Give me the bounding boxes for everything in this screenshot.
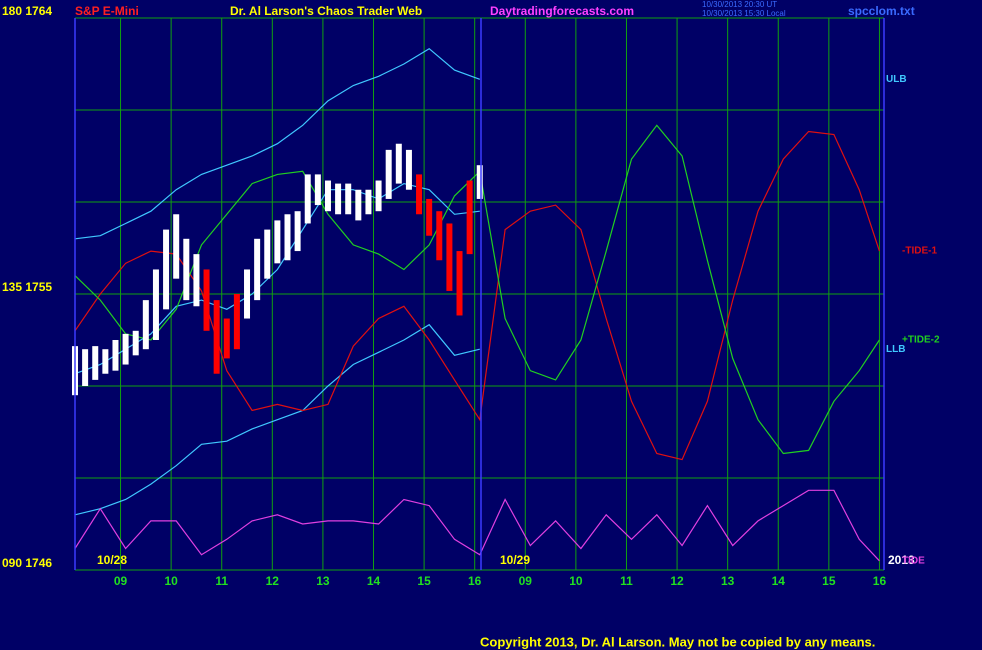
price-bar [152, 269, 159, 340]
date-label: 10/29 [500, 553, 530, 567]
series-label: -TIDE-1 [902, 246, 937, 257]
x-tick-label: 15 [417, 574, 431, 588]
x-tick-label: 10 [569, 574, 583, 588]
filename: spcclom.txt [848, 4, 915, 18]
x-tick-label: 11 [620, 574, 633, 588]
price-bar [314, 174, 321, 206]
price-bar [264, 229, 271, 279]
price-bar [456, 251, 463, 316]
year-label: 2013 [888, 553, 915, 567]
price-bar [385, 149, 392, 199]
instrument: S&P E-Mini [75, 4, 139, 18]
series-label: ULB [886, 74, 907, 85]
price-bar [213, 300, 220, 374]
timestamp: 10/30/2013 20:30 UT [702, 0, 777, 9]
price-bar [405, 149, 412, 190]
price-bar [345, 183, 352, 215]
price-bar [365, 189, 372, 215]
x-tick-label: 10 [164, 574, 178, 588]
x-tick-label: 15 [822, 574, 836, 588]
price-bar [173, 214, 180, 279]
price-bar [92, 346, 99, 380]
price-bar [122, 333, 129, 365]
series-label: +TIDE-2 [902, 335, 940, 346]
timestamp: 10/30/2013 15:30 Local [702, 9, 786, 18]
plot-area [72, 17, 884, 571]
chart-title: Dr. Al Larson's Chaos Trader Web [230, 4, 422, 18]
x-tick-label: 12 [266, 574, 280, 588]
price-bar [304, 174, 311, 224]
price-bar [193, 254, 200, 307]
price-bar [416, 174, 423, 215]
x-tick-label: 09 [114, 574, 128, 588]
series-label: LLB [886, 344, 905, 355]
price-bar [375, 180, 382, 212]
copyright: Copyright 2013, Dr. Al Larson. May not b… [480, 634, 875, 649]
price-bar [142, 300, 149, 350]
price-bar [466, 180, 473, 255]
price-bar [82, 349, 89, 386]
price-bar [284, 214, 291, 261]
price-bar [335, 183, 342, 215]
price-bar [223, 318, 230, 359]
price-bar [203, 269, 210, 331]
series-line [74, 489, 880, 562]
price-bar [183, 238, 190, 301]
price-bar [436, 211, 443, 261]
x-tick-label: 14 [772, 574, 786, 588]
price-bar [355, 189, 362, 221]
y-tick-label: 180 1764 [2, 4, 52, 18]
price-bar [132, 330, 139, 356]
y-tick-label: 135 1755 [2, 280, 52, 294]
price-bar [254, 238, 261, 301]
price-bar [233, 294, 240, 350]
series-line [74, 130, 880, 461]
price-bar [274, 220, 281, 264]
price-bar [426, 198, 433, 236]
site: Daytradingforecasts.com [490, 4, 634, 18]
x-tick-label: 14 [367, 574, 381, 588]
x-tick-label: 13 [721, 574, 735, 588]
series-line [74, 182, 480, 375]
price-bar [102, 349, 109, 374]
x-tick-label: 12 [670, 574, 684, 588]
x-tick-label: 09 [519, 574, 533, 588]
price-bar [244, 269, 251, 319]
date-label: 10/28 [97, 553, 127, 567]
y-tick-label: 090 1746 [2, 556, 52, 570]
x-tick-label: 16 [873, 574, 887, 588]
x-tick-label: 11 [215, 574, 228, 588]
series-line [74, 323, 480, 516]
x-tick-label: 13 [316, 574, 330, 588]
price-bar [294, 211, 301, 252]
price-bar [446, 223, 453, 291]
price-bar [324, 180, 331, 212]
x-tick-label: 16 [468, 574, 482, 588]
price-bar [163, 229, 170, 310]
series-line [74, 47, 481, 240]
price-bar [476, 165, 483, 199]
price-bar [395, 143, 402, 184]
price-bar [112, 340, 119, 371]
series-label: TIDE [902, 555, 925, 566]
